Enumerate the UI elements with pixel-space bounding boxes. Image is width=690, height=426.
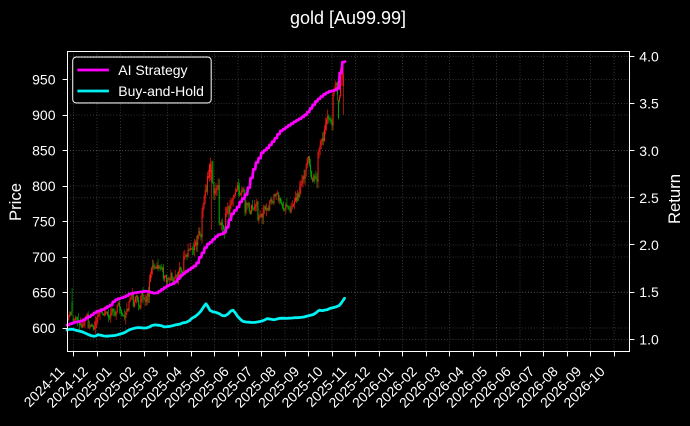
svg-text:Return: Return: [665, 174, 684, 224]
svg-text:Price: Price: [6, 183, 25, 221]
svg-text:2.0: 2.0: [639, 237, 659, 253]
svg-text:1.0: 1.0: [639, 331, 659, 347]
svg-text:Buy-and-Hold: Buy-and-Hold: [118, 83, 204, 99]
svg-text:1.5: 1.5: [639, 284, 659, 300]
svg-text:850: 850: [32, 143, 56, 159]
svg-text:800: 800: [32, 178, 56, 194]
svg-text:gold [Au99.99]: gold [Au99.99]: [290, 8, 406, 28]
svg-text:2.5: 2.5: [639, 190, 659, 206]
svg-text:900: 900: [32, 107, 56, 123]
svg-text:700: 700: [32, 249, 56, 265]
svg-text:650: 650: [32, 285, 56, 301]
svg-text:600: 600: [32, 320, 56, 336]
svg-text:3.0: 3.0: [639, 143, 659, 159]
svg-text:750: 750: [32, 214, 56, 230]
svg-text:4.0: 4.0: [639, 48, 659, 64]
svg-text:950: 950: [32, 72, 56, 88]
svg-text:3.5: 3.5: [639, 96, 659, 112]
svg-text:AI Strategy: AI Strategy: [118, 62, 187, 78]
